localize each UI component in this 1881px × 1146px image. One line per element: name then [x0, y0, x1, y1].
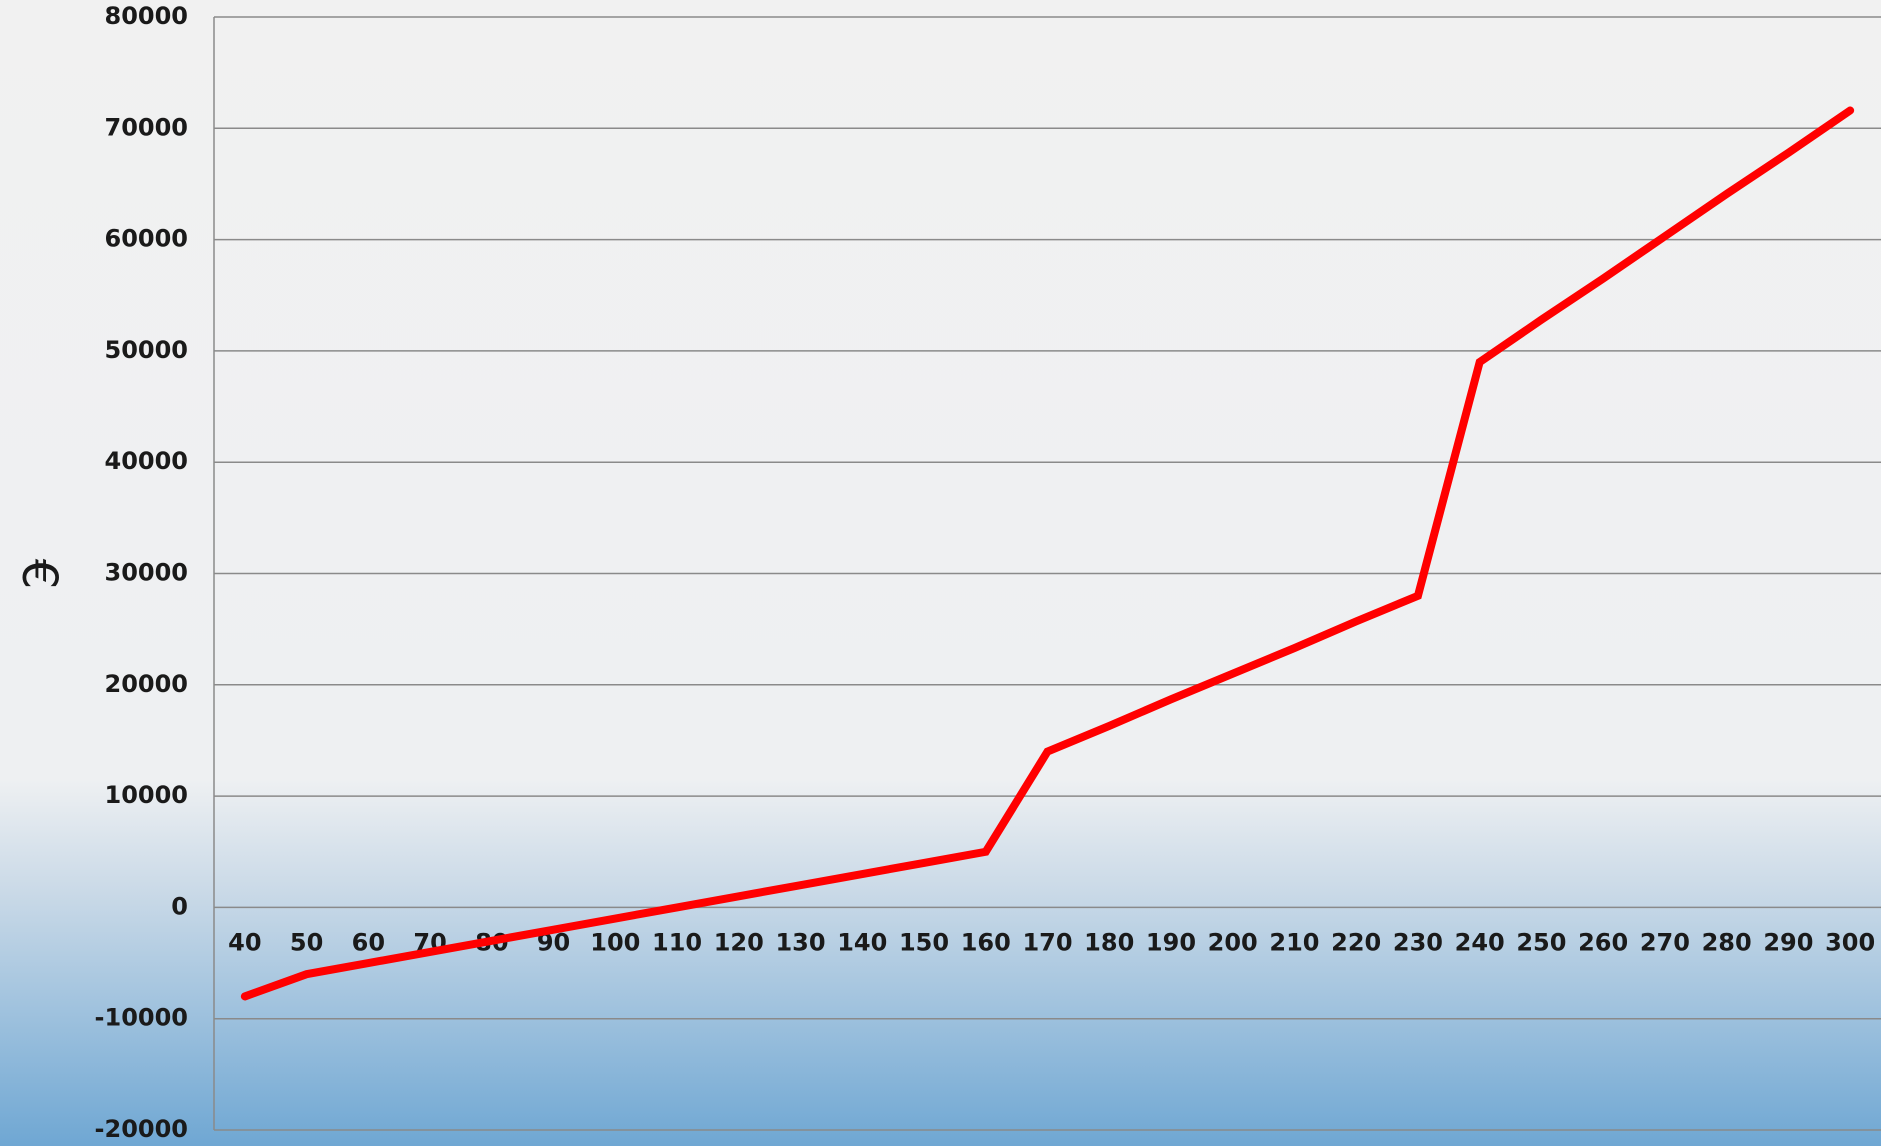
y-tick-label: 10000: [105, 781, 189, 809]
x-tick-label: 180: [1084, 928, 1134, 956]
y-tick-label: 60000: [105, 225, 189, 253]
y-tick-label: 30000: [105, 559, 189, 587]
x-tick-label: 100: [590, 928, 640, 956]
x-tick-label: 140: [837, 928, 887, 956]
y-tick-label: -20000: [95, 1115, 188, 1143]
x-tick-label: 210: [1269, 928, 1319, 956]
x-tick-label: 280: [1702, 928, 1752, 956]
x-tick-label: 50: [290, 928, 323, 956]
y-tick-label: 0: [171, 892, 188, 920]
x-tick-label: 290: [1763, 928, 1813, 956]
x-tick-label: 130: [775, 928, 825, 956]
x-tick-label: 200: [1208, 928, 1258, 956]
x-tick-label: 300: [1825, 928, 1875, 956]
x-tick-label: 190: [1146, 928, 1196, 956]
y-tick-label: 80000: [105, 2, 189, 30]
x-tick-label: 250: [1516, 928, 1566, 956]
x-tick-label: 230: [1393, 928, 1443, 956]
x-tick-label: 220: [1331, 928, 1381, 956]
y-tick-label: -10000: [95, 1004, 188, 1032]
x-tick-label: 270: [1640, 928, 1690, 956]
x-tick-label: 160: [961, 928, 1011, 956]
y-tick-label: 50000: [105, 336, 189, 364]
y-axis-label: €: [11, 559, 67, 590]
y-tick-label: 70000: [105, 113, 189, 141]
x-tick-label: 60: [352, 928, 385, 956]
x-tick-label: 170: [1022, 928, 1072, 956]
x-tick-label: 240: [1455, 928, 1505, 956]
x-tick-label: 40: [228, 928, 261, 956]
x-tick-label: 260: [1578, 928, 1628, 956]
y-tick-label: 20000: [105, 670, 189, 698]
x-tick-label: 110: [652, 928, 702, 956]
line-series: [240, 106, 1855, 1001]
y-tick-label: 40000: [105, 447, 189, 475]
x-tick-label: 150: [899, 928, 949, 956]
x-tick-label: 120: [714, 928, 764, 956]
